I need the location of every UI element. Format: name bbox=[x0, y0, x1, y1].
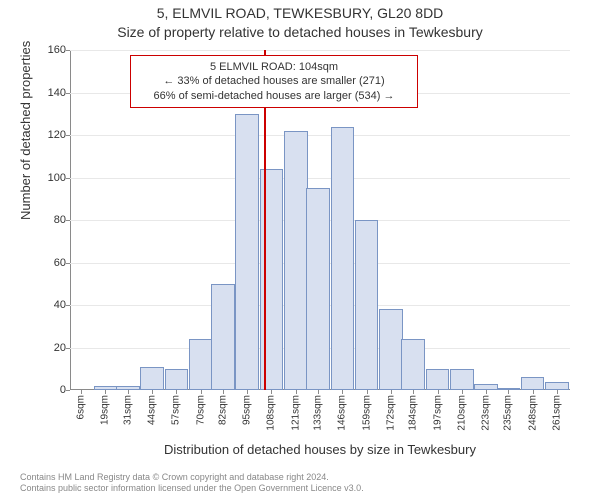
xtick-label: 159sqm bbox=[361, 395, 372, 431]
xtick-label: 95sqm bbox=[242, 395, 253, 425]
ytick-mark bbox=[66, 348, 70, 349]
xtick-label: 223sqm bbox=[481, 395, 492, 431]
xtick-label: 184sqm bbox=[408, 395, 419, 431]
histogram-bar bbox=[235, 114, 259, 390]
xtick-label: 248sqm bbox=[527, 395, 538, 431]
xtick-mark bbox=[105, 390, 106, 394]
ytick-mark bbox=[66, 93, 70, 94]
xtick-mark bbox=[223, 390, 224, 394]
annotation-line3: 66% of semi-detached houses are larger (… bbox=[139, 89, 409, 103]
histogram-bar bbox=[355, 220, 379, 390]
xtick-mark bbox=[201, 390, 202, 394]
ytick-mark bbox=[66, 390, 70, 391]
xtick-label: 19sqm bbox=[100, 395, 111, 425]
xtick-mark bbox=[342, 390, 343, 394]
xtick-label: 121sqm bbox=[290, 395, 301, 431]
ytick-mark bbox=[66, 178, 70, 179]
ytick-label: 80 bbox=[26, 214, 66, 226]
chart-container: 5, ELMVIL ROAD, TEWKESBURY, GL20 8DD Siz… bbox=[0, 0, 600, 500]
xtick-label: 108sqm bbox=[266, 395, 277, 431]
histogram-bar bbox=[545, 382, 569, 391]
histogram-bar bbox=[165, 369, 189, 390]
xtick-mark bbox=[391, 390, 392, 394]
histogram-bar bbox=[401, 339, 425, 390]
xtick-label: 6sqm bbox=[76, 395, 87, 419]
gridline bbox=[70, 135, 570, 136]
xtick-mark bbox=[508, 390, 509, 394]
ytick-label: 120 bbox=[26, 129, 66, 141]
xtick-mark bbox=[533, 390, 534, 394]
xtick-mark bbox=[367, 390, 368, 394]
ytick-label: 140 bbox=[26, 87, 66, 99]
ytick-label: 100 bbox=[26, 172, 66, 184]
ytick-mark bbox=[66, 50, 70, 51]
histogram-bar bbox=[331, 127, 355, 391]
histogram-bar bbox=[284, 131, 308, 390]
xtick-label: 31sqm bbox=[122, 395, 133, 425]
x-axis-label: Distribution of detached houses by size … bbox=[70, 442, 570, 457]
xtick-mark bbox=[462, 390, 463, 394]
annotation-box: 5 ELMVIL ROAD: 104sqm ← 33% of detached … bbox=[130, 55, 418, 108]
ytick-mark bbox=[66, 220, 70, 221]
gridline bbox=[70, 50, 570, 51]
xtick-label: 235sqm bbox=[503, 395, 514, 431]
histogram-bar bbox=[211, 284, 235, 390]
gridline bbox=[70, 178, 570, 179]
xtick-mark bbox=[271, 390, 272, 394]
title-subtitle: Size of property relative to detached ho… bbox=[0, 24, 600, 40]
xtick-label: 210sqm bbox=[456, 395, 467, 431]
footer-line2: Contains public sector information licen… bbox=[20, 483, 364, 494]
ytick-label: 20 bbox=[26, 342, 66, 354]
histogram-bar bbox=[379, 309, 403, 390]
histogram-bar bbox=[450, 369, 474, 390]
ytick-label: 60 bbox=[26, 257, 66, 269]
xtick-mark bbox=[413, 390, 414, 394]
histogram-bar bbox=[140, 367, 164, 390]
xtick-label: 197sqm bbox=[432, 395, 443, 431]
ytick-label: 160 bbox=[26, 44, 66, 56]
xtick-label: 82sqm bbox=[217, 395, 228, 425]
histogram-bar bbox=[426, 369, 450, 390]
ytick-mark bbox=[66, 135, 70, 136]
xtick-label: 133sqm bbox=[313, 395, 324, 431]
ytick-label: 40 bbox=[26, 299, 66, 311]
xtick-mark bbox=[81, 390, 82, 394]
annotation-line2: ← 33% of detached houses are smaller (27… bbox=[139, 74, 409, 88]
ytick-mark bbox=[66, 305, 70, 306]
xtick-label: 44sqm bbox=[147, 395, 158, 425]
histogram-bar bbox=[189, 339, 213, 390]
annotation-line1: 5 ELMVIL ROAD: 104sqm bbox=[139, 60, 409, 74]
xtick-mark bbox=[176, 390, 177, 394]
title-address: 5, ELMVIL ROAD, TEWKESBURY, GL20 8DD bbox=[0, 5, 600, 21]
xtick-mark bbox=[296, 390, 297, 394]
footer-line1: Contains HM Land Registry data © Crown c… bbox=[20, 472, 364, 483]
footer-attribution: Contains HM Land Registry data © Crown c… bbox=[20, 472, 364, 494]
xtick-mark bbox=[247, 390, 248, 394]
xtick-label: 57sqm bbox=[171, 395, 182, 425]
xtick-label: 172sqm bbox=[385, 395, 396, 431]
xtick-mark bbox=[486, 390, 487, 394]
xtick-label: 146sqm bbox=[337, 395, 348, 431]
xtick-label: 70sqm bbox=[195, 395, 206, 425]
ytick-mark bbox=[66, 263, 70, 264]
xtick-mark bbox=[438, 390, 439, 394]
xtick-label: 261sqm bbox=[551, 395, 562, 431]
xtick-mark bbox=[557, 390, 558, 394]
histogram-bar bbox=[521, 377, 545, 390]
histogram-bar bbox=[306, 188, 330, 390]
xtick-mark bbox=[318, 390, 319, 394]
xtick-mark bbox=[152, 390, 153, 394]
xtick-mark bbox=[128, 390, 129, 394]
ytick-label: 0 bbox=[26, 384, 66, 396]
